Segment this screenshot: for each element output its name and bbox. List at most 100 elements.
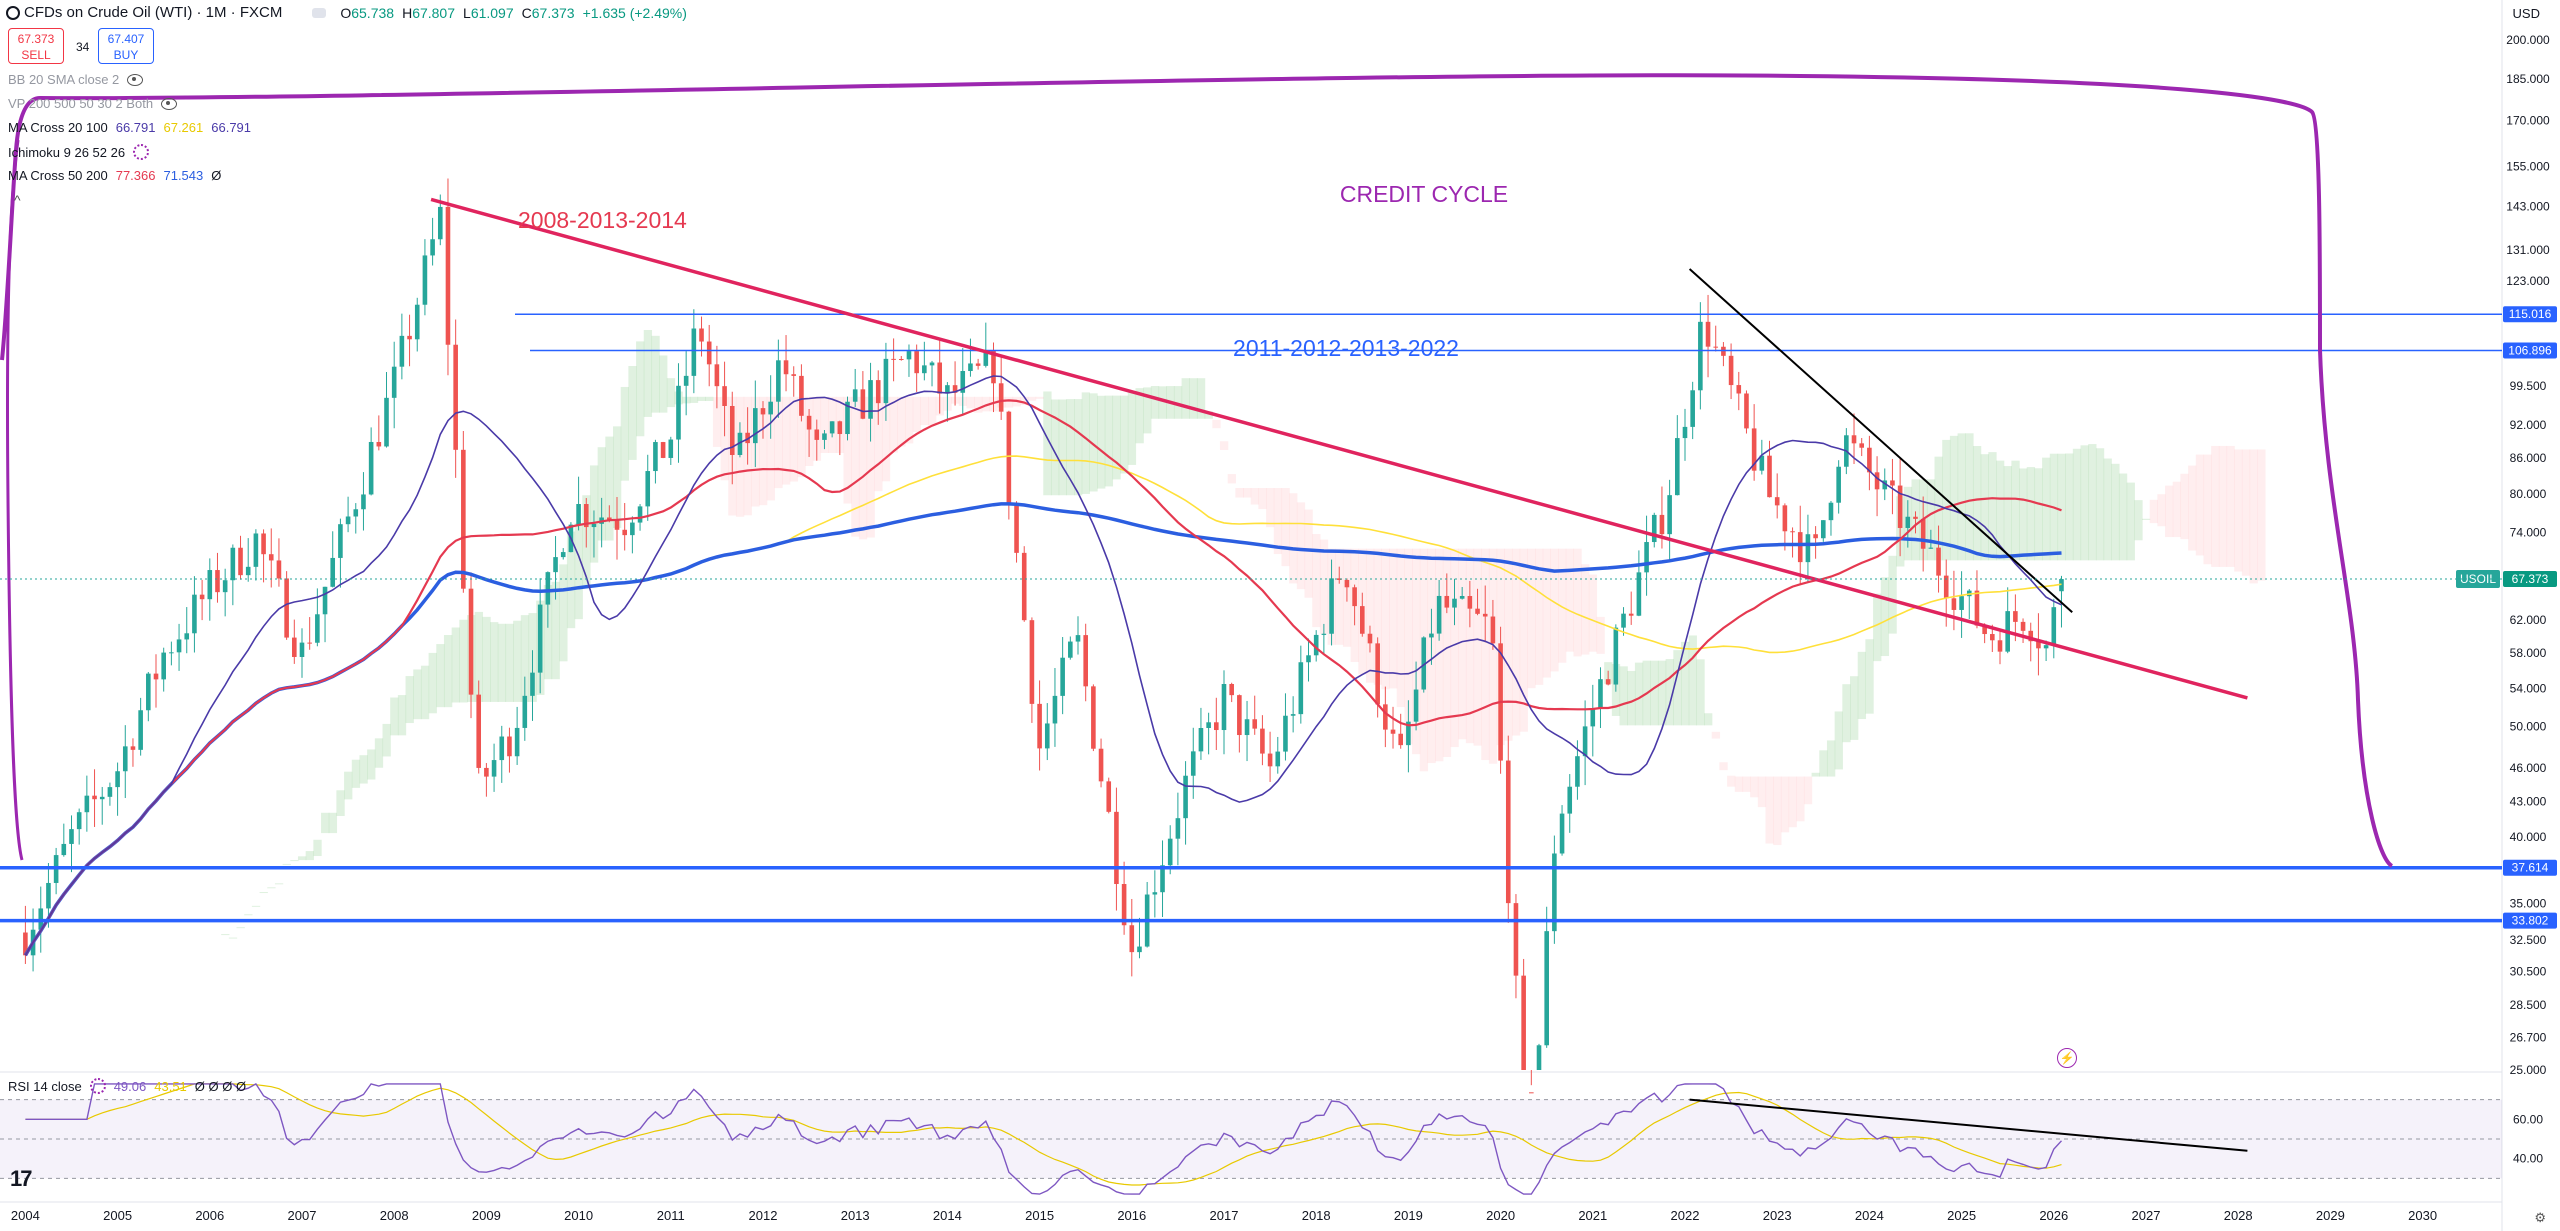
cloud-segment — [344, 771, 353, 800]
candle-body — [968, 363, 973, 372]
candle-body — [1690, 390, 1695, 427]
cloud-segment — [1373, 548, 1382, 685]
candle-body — [176, 639, 182, 653]
rsi-legend[interactable]: RSI 14 close 49.06 43.51 Ø Ø Ø Ø — [8, 1078, 246, 1094]
candle-body — [1306, 655, 1311, 663]
candle-body — [814, 429, 820, 440]
cloud-segment — [297, 856, 307, 861]
cloud-segment — [251, 905, 261, 907]
cloud-segment — [620, 386, 629, 481]
candle-body — [706, 341, 712, 365]
cloud-segment — [1250, 487, 1260, 505]
candle-body — [1321, 633, 1327, 635]
candle-body — [929, 362, 935, 366]
candle-body — [791, 374, 797, 376]
price-axis-tick: 143.000 — [2506, 199, 2550, 213]
cloud-segment — [290, 860, 299, 862]
cloud-segment — [1273, 487, 1283, 555]
collapse-legend-icon[interactable]: ^ — [14, 192, 21, 208]
candle-body — [1974, 590, 1980, 626]
candle-body — [1575, 756, 1580, 787]
cloud-segment — [689, 396, 699, 403]
cloud-segment — [1404, 548, 1413, 745]
credit-cycle-left-edge — [5, 139, 24, 861]
cloud-segment — [636, 341, 645, 437]
candle-body — [1098, 748, 1104, 782]
indicator-ichimoku[interactable]: Ichimoku 9 26 52 26 — [8, 144, 150, 160]
cloud-segment — [666, 378, 676, 408]
cloud-segment — [820, 396, 829, 453]
cloud-segment — [1304, 509, 1313, 598]
hide-icon[interactable] — [312, 7, 327, 18]
candle-body — [468, 588, 474, 695]
candle-body — [184, 633, 190, 640]
candle-body — [407, 335, 412, 340]
candle-body — [1859, 443, 1865, 448]
candle-body — [822, 433, 827, 440]
cloud-segment — [974, 396, 983, 413]
candle-body — [1214, 722, 1219, 731]
candle-body — [760, 408, 766, 415]
candle-body — [1705, 321, 1711, 347]
candle-body — [668, 439, 674, 458]
cloud-segment — [367, 749, 376, 780]
cloud-segment — [1819, 750, 1828, 777]
lightning-icon[interactable]: ⚡ — [2057, 1048, 2077, 1068]
eye-hidden-icon[interactable] — [127, 73, 144, 86]
cloud-segment — [1657, 660, 1667, 726]
candle-body — [491, 760, 497, 777]
cloud-segment — [2134, 500, 2143, 541]
indicator-name: Ichimoku 9 26 52 26 — [8, 144, 126, 160]
candle-body — [922, 365, 927, 374]
cloud-segment — [1081, 392, 1090, 494]
candle-body — [1267, 753, 1273, 767]
symbol-title[interactable]: CFDs on Crude Oil (WTI) · 1M · FXCM — [24, 4, 283, 21]
indicator-vp[interactable]: VP 200 500 50 30 2 Both — [8, 96, 178, 111]
cloud-segment — [1289, 493, 1298, 584]
price-axis-tick: 54.000 — [2510, 682, 2547, 696]
candle-body — [1482, 613, 1488, 617]
candle-body — [1567, 786, 1573, 814]
candle-body — [284, 578, 289, 638]
price-axis-tick: 43.000 — [2510, 794, 2547, 808]
cloud-segment — [651, 335, 660, 413]
currency-label[interactable]: USD — [2512, 6, 2540, 21]
cloud-segment — [843, 396, 852, 504]
cloud-segment — [1258, 487, 1267, 510]
cloud-segment — [513, 620, 522, 702]
cloud-segment — [1527, 548, 1536, 689]
indicator-ma-cross-50-200[interactable]: MA Cross 50 200 77.366 71.543 Ø — [8, 168, 221, 183]
cloud-segment — [1412, 548, 1421, 755]
cloud-segment — [1243, 487, 1252, 498]
cloud-segment — [2203, 454, 2212, 565]
buy-button[interactable]: 67.407 BUY — [98, 28, 154, 64]
sell-button[interactable]: 67.373 SELL — [8, 28, 64, 64]
cloud-segment — [1704, 713, 1713, 726]
candle-body — [1836, 466, 1841, 503]
candle-body — [1260, 728, 1265, 754]
rsi-ma-line — [25, 1083, 2062, 1186]
candle-body — [1106, 781, 1112, 812]
cloud-segment — [966, 396, 975, 409]
candle-body — [399, 335, 405, 367]
cloud-segment — [1673, 650, 1682, 726]
tradingview-logo[interactable]: 17 — [10, 1166, 33, 1191]
cloud-segment — [1926, 479, 1936, 561]
ma-50-line — [24, 399, 2062, 956]
indicator-ma-cross-20-100[interactable]: MA Cross 20 100 66.791 67.261 66.791 — [8, 120, 251, 135]
eye-hidden-icon[interactable] — [161, 97, 178, 110]
candle-body — [499, 736, 505, 761]
candle-body — [2020, 621, 2026, 631]
time-axis-tick: 2021 — [1578, 1208, 1607, 1223]
candle-body — [891, 358, 896, 360]
indicator-bb[interactable]: BB 20 SMA close 2 — [8, 72, 144, 87]
cloud-segment — [1980, 454, 1989, 561]
gear-icon[interactable]: ⚙ — [2534, 1210, 2546, 1225]
cloud-segment — [1619, 666, 1628, 726]
candle-body — [1913, 516, 1918, 519]
price-tag-label: 67.373 — [2512, 572, 2549, 586]
rsi-line — [25, 1082, 2063, 1195]
indicator-value: 66.791 — [115, 120, 156, 135]
cloud-segment — [2188, 465, 2197, 551]
